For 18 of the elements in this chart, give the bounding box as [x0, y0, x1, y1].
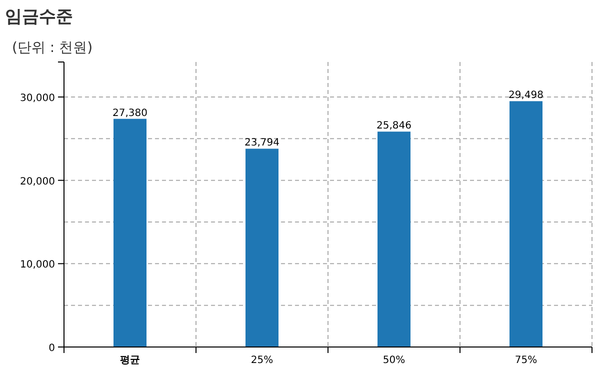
y-tick-label: 20,000 [20, 176, 55, 188]
x-tick-label: 25% [250, 355, 274, 366]
data-label: 25,846 [376, 120, 412, 132]
y-tick-label: 0 [48, 343, 55, 354]
chart-title: 임금수준 [5, 7, 73, 27]
bar [510, 101, 542, 347]
data-label: 29,498 [508, 90, 544, 102]
bar [378, 132, 410, 347]
x-tick-label: 75% [514, 355, 538, 366]
y-tick-label: 10,000 [20, 260, 55, 271]
chart-subtitle: (단위 : 천원) [12, 40, 93, 56]
bar [114, 118, 146, 347]
bar [246, 148, 278, 347]
x-tick-label: 50% [382, 355, 406, 366]
data-label: 27,380 [112, 108, 148, 119]
data-label: 23,794 [244, 138, 280, 149]
y-tick-label: 30,000 [20, 93, 55, 104]
x-tick-label: 평균 [120, 355, 140, 366]
